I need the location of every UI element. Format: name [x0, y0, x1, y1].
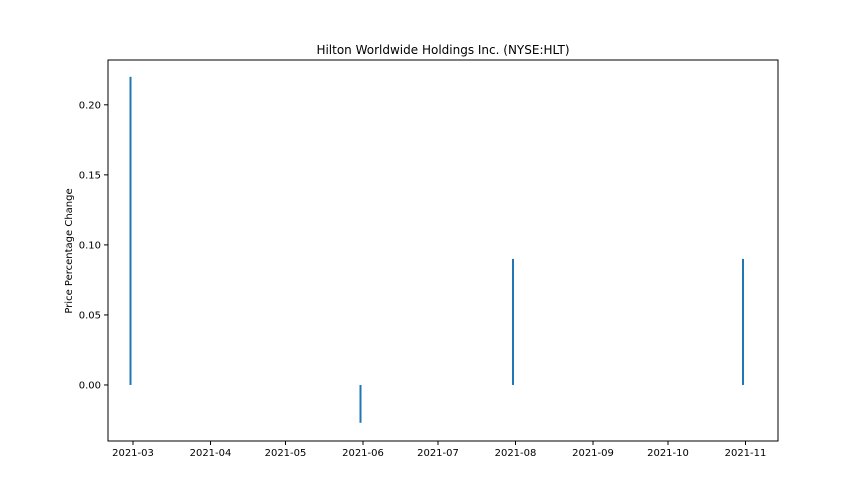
x-tick-label: 2021-08: [495, 448, 537, 459]
x-tick-label: 2021-10: [647, 448, 689, 459]
y-tick-label: 0.10: [79, 240, 101, 251]
bars-group: [129, 76, 744, 423]
bar-2021-02-28: [129, 76, 132, 385]
x-tick-label: 2021-07: [417, 448, 459, 459]
x-tick-label: 2021-03: [112, 448, 154, 459]
x-axis-ticks: 2021-03 2021-04 2021-05 2021-06 2021-07 2021-…: [112, 441, 766, 459]
bar-2021-05-31: [359, 384, 362, 423]
y-tick-label: 0.20: [79, 100, 101, 111]
bar-2021-10-31: [742, 258, 744, 385]
x-tick-label: 2021-09: [572, 448, 614, 459]
y-tick-label: 0.05: [79, 310, 101, 321]
y-axis-label: Price Percentage Change: [64, 188, 75, 313]
plot-frame: [107, 59, 779, 442]
x-tick-label: 2021-06: [342, 448, 384, 459]
x-tick-label: 2021-04: [190, 448, 232, 459]
x-tick-label: 2021-11: [725, 448, 767, 459]
x-tick-label: 2021-05: [265, 448, 307, 459]
y-axis-ticks: 0.00 0.05 0.10 0.15 0.20: [79, 100, 108, 391]
y-tick-label: 0.00: [79, 380, 101, 391]
chart-title: Hilton Worldwide Holdings Inc. (NYSE:HLT…: [316, 43, 569, 57]
bar-2021-07-31: [512, 258, 514, 385]
y-tick-label: 0.15: [79, 170, 101, 181]
